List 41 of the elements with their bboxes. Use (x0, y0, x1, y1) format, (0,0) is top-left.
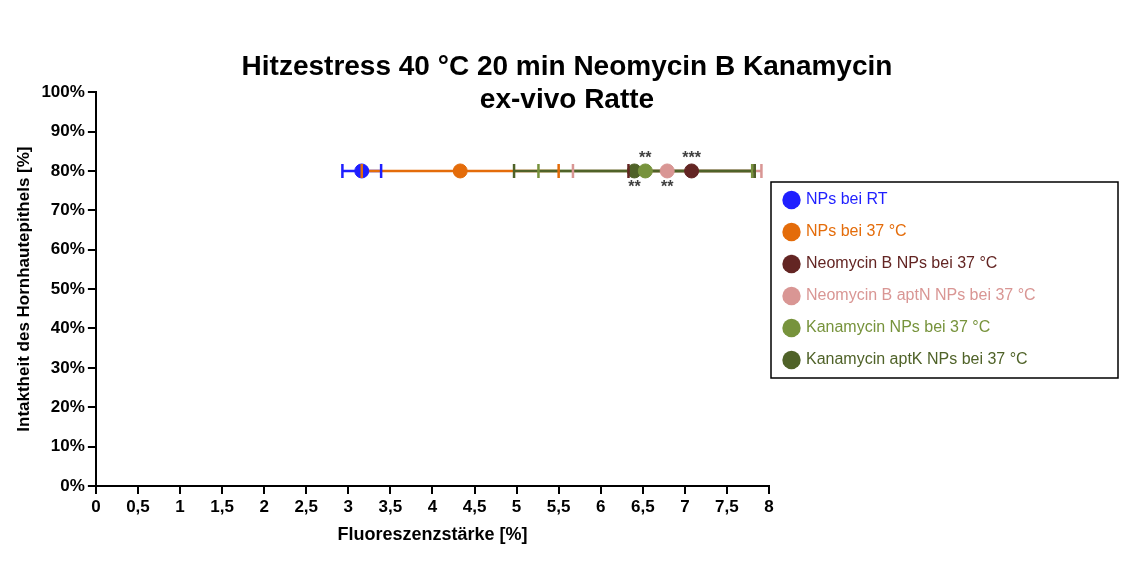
x-tick-label: 2 (259, 496, 269, 516)
y-tick-label: 0% (60, 475, 85, 495)
y-tick-label: 10% (50, 436, 85, 456)
x-tick-label: 1,5 (210, 496, 234, 516)
legend-label: Kanamycin NPs bei 37 °C (806, 318, 991, 336)
y-tick-label: 30% (50, 357, 85, 377)
chart-title: Hitzestress 40 °C 20 min Neomycin B Kanamycin ex-vivo Ratte (241, 49, 893, 115)
y-tick-label: 80% (50, 160, 85, 180)
legend-label: NPs bei 37 °C (806, 222, 907, 240)
y-tick-label: 90% (50, 121, 85, 141)
x-tick-label: 5,5 (546, 496, 571, 516)
x-tick-label: 0,5 (126, 496, 150, 516)
x-tick-label: 1 (175, 496, 185, 516)
legend-label: Neomycin B aptN NPs bei 37 °C (806, 286, 1036, 304)
x-tick-label: 7 (680, 496, 690, 516)
y-tick-label: 100% (41, 81, 85, 101)
x-tick-label: 6 (595, 496, 606, 516)
y-tick-label: 60% (50, 239, 85, 259)
x-tick-label: 3 (343, 496, 354, 516)
legend-label: NPs bei RT (806, 190, 888, 208)
annotation: ** (628, 178, 642, 196)
x-tick-label: 0 (91, 496, 101, 516)
x-tick-label: 3,5 (378, 496, 403, 516)
legend-label: Kanamycin aptK NPs bei 37 °C (806, 350, 1028, 368)
legend-label: Neomycin B NPs bei 37 °C (806, 254, 998, 272)
x-tick-label: 4,5 (462, 496, 487, 516)
annotation: *** (682, 149, 702, 167)
y-tick-label: 20% (50, 396, 85, 416)
y-axis-title: Intaktheit des Hornhautepithels [%] (13, 146, 33, 432)
annotation: ** (660, 178, 675, 196)
y-tick-label: 40% (50, 318, 85, 338)
x-tick-label: 2,5 (294, 496, 319, 516)
y-tick-label: 50% (50, 278, 85, 298)
x-tick-label: 8 (764, 496, 774, 516)
x-tick-label: 6,5 (630, 496, 655, 516)
x-tick-label: 5 (511, 496, 522, 516)
y-tick-label: 70% (50, 200, 85, 220)
annotation: ** (639, 149, 653, 167)
x-tick-label: 7,5 (715, 496, 739, 516)
x-axis-title: Fluoreszenzstärke [%] (337, 524, 528, 545)
x-tick-label: 4 (427, 496, 438, 516)
